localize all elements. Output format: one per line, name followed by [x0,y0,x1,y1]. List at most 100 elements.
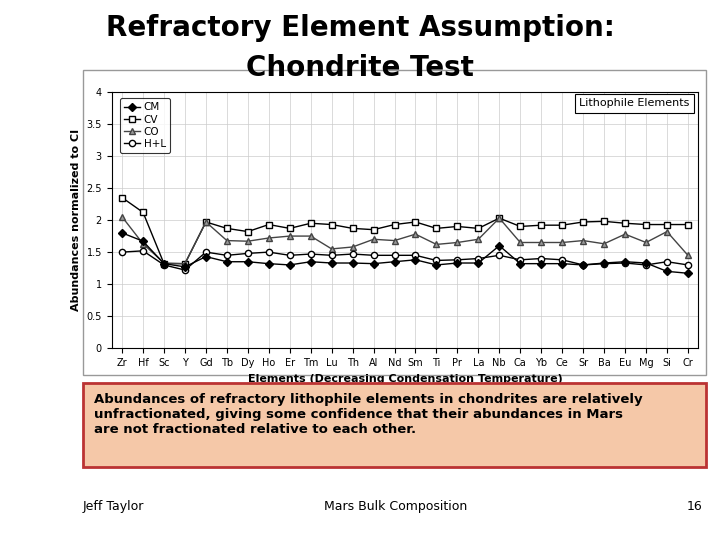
H+L [600,260,608,267]
CV [621,220,629,226]
CM [683,270,692,276]
CM [537,260,546,267]
CM [369,260,378,267]
H+L [369,252,378,259]
CV [118,194,127,201]
H+L [516,256,525,263]
H+L [328,252,336,259]
Text: Mars Bulk Composition: Mars Bulk Composition [325,500,467,513]
H+L [390,252,399,259]
CM [621,259,629,265]
CM [516,260,525,267]
H+L [453,256,462,263]
CM [411,256,420,263]
CV [662,221,671,228]
FancyBboxPatch shape [83,383,706,467]
H+L [160,262,168,268]
CV [683,221,692,228]
CO [579,238,588,244]
CV [307,220,315,226]
CM [243,259,252,265]
CO [264,235,273,241]
CV [474,225,482,232]
CV [328,221,336,228]
CM [160,260,168,267]
H+L [181,267,189,273]
Text: Abundances of refractory lithophile elements in chondrites are relatively
unfrac: Abundances of refractory lithophile elem… [94,394,643,436]
H+L [285,252,294,259]
CO [181,260,189,267]
CO [621,231,629,238]
CV [390,221,399,228]
Line: H+L: H+L [119,248,691,273]
CO [453,239,462,246]
CV [264,221,273,228]
CO [537,239,546,246]
CV [516,223,525,230]
CV [642,221,650,228]
CM [264,260,273,267]
H+L [307,251,315,257]
CM [432,262,441,268]
CO [390,238,399,244]
CM [307,259,315,265]
CM [390,259,399,265]
CO [516,239,525,246]
CV [348,225,357,232]
H+L [579,262,588,268]
H+L [411,252,420,259]
Text: 16: 16 [686,500,702,513]
CM [642,260,650,266]
CO [222,238,231,244]
H+L [621,260,629,266]
CV [202,219,210,225]
CO [160,260,168,266]
H+L [662,259,671,265]
H+L [558,256,567,263]
Text: Chondrite Test: Chondrite Test [246,54,474,82]
CV [369,226,378,233]
CV [453,223,462,230]
CM [453,260,462,266]
FancyBboxPatch shape [83,70,706,375]
CO [411,231,420,238]
Line: CV: CV [119,194,691,267]
H+L [683,262,692,268]
CV [222,225,231,232]
CM [474,260,482,266]
H+L [202,249,210,255]
CM [495,242,503,249]
CM [222,259,231,265]
H+L [222,252,231,259]
CO [369,236,378,242]
CO [285,233,294,239]
H+L [642,262,650,268]
CV [285,225,294,232]
CV [181,260,189,267]
H+L [348,251,357,257]
CO [600,240,608,247]
CO [642,239,650,246]
CV [411,219,420,225]
CO [558,239,567,246]
CV [243,228,252,235]
H+L [432,257,441,264]
CM [328,260,336,266]
CV [432,225,441,232]
CM [285,262,294,268]
CV [579,219,588,225]
CO [662,228,671,235]
CM [600,260,608,266]
Line: CM: CM [120,230,690,276]
CM [348,260,357,266]
CM [202,253,210,260]
Y-axis label: Abundances normalized to CI: Abundances normalized to CI [71,129,81,311]
CV [495,215,503,221]
CM [139,238,148,245]
Text: Jeff Taylor: Jeff Taylor [83,500,144,513]
Text: Refractory Element Assumption:: Refractory Element Assumption: [106,14,614,42]
CO [307,233,315,239]
H+L [537,255,546,262]
H+L [243,250,252,256]
CO [328,246,336,252]
